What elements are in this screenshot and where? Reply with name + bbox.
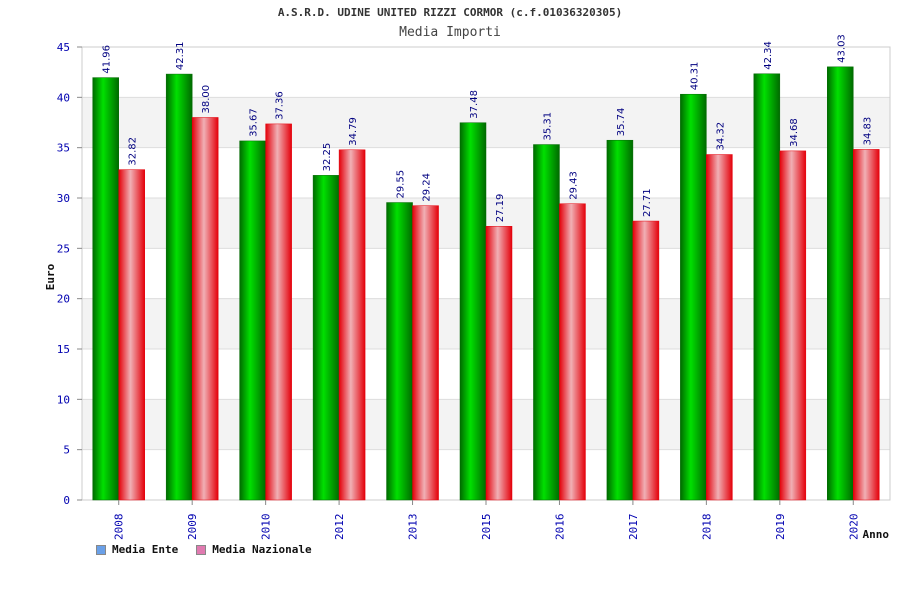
bar-media-nazionale [779, 150, 807, 501]
data-label-media-nazionale: 29.24 [422, 173, 433, 202]
chart-subtitle: Media Importi [399, 25, 501, 40]
data-label-media-nazionale: 38.00 [201, 85, 212, 114]
legend-swatch-nazionale [196, 544, 207, 555]
legend-item-nazionale: Media Nazionale [196, 543, 312, 556]
bar-media-ente [680, 93, 707, 501]
legend-swatch-ente [96, 544, 106, 555]
bar-media-ente [92, 77, 119, 501]
y-axis-label: Euro [44, 263, 57, 290]
bar-media-nazionale [412, 205, 439, 501]
bar-media-ente [533, 144, 560, 501]
data-label-media-ente: 29.55 [396, 170, 407, 199]
x-tick-label: 2010 [260, 514, 273, 541]
data-label-media-nazionale: 32.82 [128, 137, 139, 166]
data-label-media-nazionale: 34.79 [348, 117, 359, 146]
y-tick-label: 20 [57, 293, 70, 306]
bar-media-nazionale [118, 169, 145, 501]
data-label-media-ente: 40.31 [689, 62, 700, 91]
data-label-media-nazionale: 34.68 [789, 118, 800, 147]
y-tick-label: 0 [63, 494, 70, 507]
bars [92, 66, 880, 501]
x-tick-label: 2017 [627, 514, 640, 541]
bar-media-nazionale [338, 149, 366, 501]
legend: Media Ente Media Nazionale [96, 543, 312, 556]
legend-item-ente: Media Ente [96, 543, 178, 556]
x-tick-label: 2008 [113, 514, 126, 541]
bar-media-ente [827, 66, 854, 501]
data-label-media-ente: 35.31 [542, 112, 553, 141]
bar-media-nazionale [485, 226, 513, 501]
y-tick-label: 30 [57, 192, 70, 205]
bar-media-nazionale [706, 154, 733, 501]
y-tick-label: 15 [57, 343, 70, 356]
x-tick-label: 2019 [774, 514, 787, 541]
data-label-media-ente: 32.25 [322, 143, 333, 172]
data-label-media-nazionale: 27.71 [642, 188, 653, 217]
y-tick-label: 40 [57, 91, 70, 104]
data-label-media-nazionale: 34.83 [862, 117, 873, 146]
x-tick-label: 2018 [700, 514, 713, 541]
x-tick-label: 2016 [553, 514, 566, 541]
x-axis-label: Anno [863, 528, 890, 541]
data-label-media-ente: 41.96 [102, 45, 113, 74]
y-tick-label: 45 [57, 41, 70, 54]
bar-media-ente [753, 73, 781, 501]
bar-media-nazionale [559, 203, 586, 501]
bar-media-ente [239, 140, 266, 501]
data-label-media-ente: 37.48 [469, 90, 480, 119]
data-label-media-ente: 42.34 [763, 41, 774, 70]
data-label-media-ente: 42.31 [175, 41, 186, 70]
bar-media-nazionale [191, 117, 219, 501]
bar-value-labels: 41.96 32.82 42.31 38.00 35.67 37.36 32.25 34.79… [102, 34, 874, 222]
bar-media-ente [459, 122, 487, 501]
bar-media-ente [312, 175, 340, 501]
x-tick-label: 2013 [407, 514, 420, 541]
x-axis-ticks: 2008 2009 2010 2012 2013 2015 2016 2017 2018 2019… [113, 500, 860, 541]
data-label-media-nazionale: 34.32 [715, 122, 726, 151]
data-label-media-nazionale: 37.36 [275, 91, 286, 120]
data-label-media-ente: 35.74 [616, 108, 627, 137]
y-tick-label: 25 [57, 242, 70, 255]
x-tick-label: 2020 [847, 514, 860, 541]
legend-label-ente: Media Ente [112, 543, 179, 556]
data-label-media-nazionale: 27.19 [495, 194, 506, 223]
x-tick-label: 2009 [186, 514, 199, 541]
y-tick-label: 10 [57, 393, 70, 406]
bar-media-nazionale [265, 123, 292, 501]
bar-media-ente [165, 73, 193, 501]
x-tick-label: 2012 [333, 514, 346, 541]
y-axis-ticks: 0 5 10 15 20 25 30 35 40 45 [57, 41, 82, 507]
legend-label-nazionale: Media Nazionale [212, 543, 312, 556]
chart-title: A.S.R.D. UDINE UNITED RIZZI CORMOR (c.f.… [277, 6, 623, 19]
y-tick-label: 5 [63, 444, 70, 457]
y-tick-label: 35 [57, 142, 70, 155]
data-label-media-nazionale: 29.43 [568, 171, 579, 200]
x-tick-label: 2015 [480, 514, 493, 541]
data-label-media-ente: 35.67 [249, 108, 260, 137]
bar-media-nazionale [853, 149, 880, 501]
bar-media-nazionale [632, 220, 660, 501]
bar-media-ente [386, 202, 413, 501]
bar-media-ente [606, 139, 634, 501]
data-label-media-ente: 43.03 [836, 34, 847, 63]
